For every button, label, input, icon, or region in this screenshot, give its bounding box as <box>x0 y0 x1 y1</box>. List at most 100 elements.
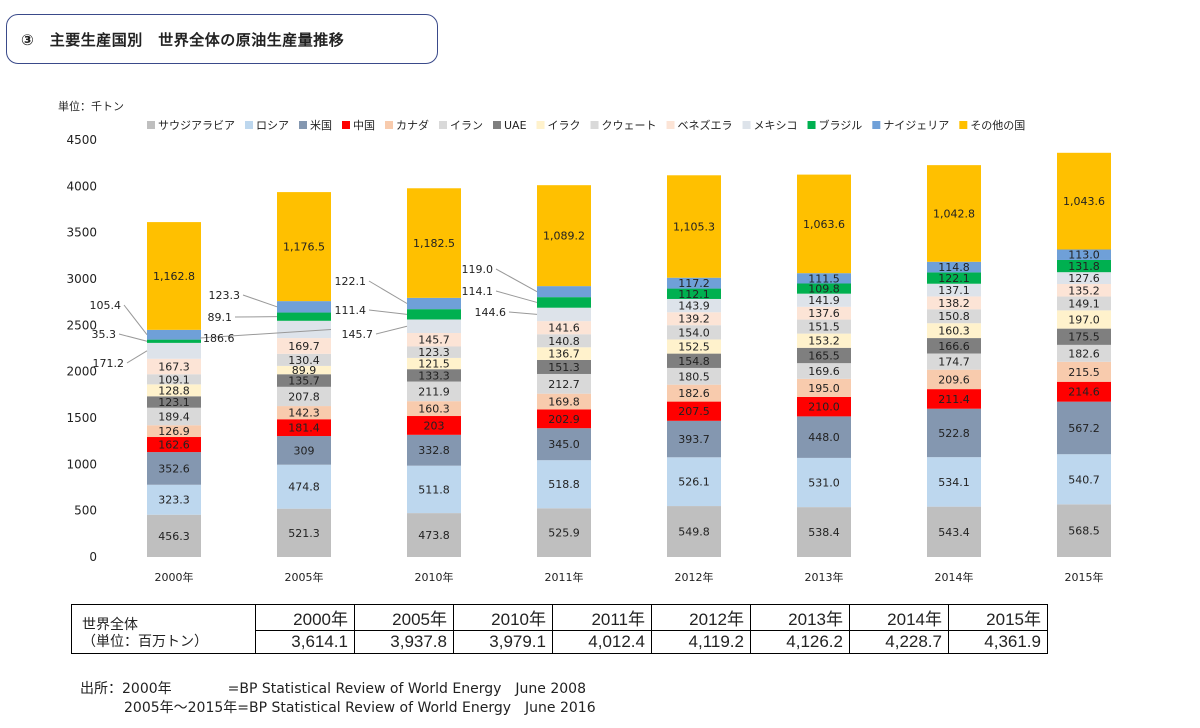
table-year-cell: 2012年 <box>651 604 751 631</box>
data-label: 114.8 <box>938 261 970 274</box>
data-label: 140.8 <box>548 335 580 348</box>
bar-segment <box>537 307 591 322</box>
leader-line <box>199 328 332 339</box>
source-note: 出所：2000年 =BP Statistical Review of World… <box>80 680 596 718</box>
data-label: 128.8 <box>158 384 190 397</box>
bar-segment <box>797 363 851 379</box>
bar-segment <box>277 353 331 366</box>
data-label: 133.3 <box>418 369 450 382</box>
bar-segment <box>797 306 851 320</box>
legend-label: その他の国 <box>970 119 1025 132</box>
y-tick-label: 2000 <box>66 365 97 379</box>
legend-swatch <box>742 121 751 129</box>
legend-swatch <box>872 121 881 129</box>
bar-segment <box>667 353 721 368</box>
data-label: 332.8 <box>418 444 450 457</box>
bar-segment <box>667 506 721 557</box>
bar-segment <box>1057 454 1111 505</box>
bar-segment <box>927 261 981 273</box>
data-label: 195.0 <box>808 382 840 395</box>
bar-segment <box>277 320 331 339</box>
table-year-cell: 2005年 <box>354 604 454 631</box>
callout-label: 89.1 <box>208 311 233 324</box>
bar-segment <box>667 339 721 354</box>
data-label: 123.1 <box>158 396 190 409</box>
data-label: 151.3 <box>548 361 580 374</box>
leader-line <box>123 304 148 336</box>
bar-segment <box>147 452 201 485</box>
leader-line <box>368 309 408 315</box>
data-label: 136.7 <box>548 348 580 361</box>
data-label: 522.8 <box>938 427 970 440</box>
bar-segment <box>277 374 331 387</box>
legend-swatch <box>342 121 350 129</box>
data-label: 111.5 <box>808 272 840 285</box>
data-label: 531.0 <box>808 477 840 490</box>
bar-segment <box>1057 296 1111 311</box>
data-label: 526.1 <box>678 476 710 489</box>
bar-segment <box>147 437 201 453</box>
bar-segment <box>407 434 461 466</box>
bar-segment <box>407 381 461 402</box>
y-tick-label: 2500 <box>66 318 97 332</box>
x-tick-label: 2000年 <box>155 570 194 584</box>
data-label: 180.5 <box>678 370 710 383</box>
bar-segment <box>407 309 461 320</box>
bar-segment <box>1057 344 1111 362</box>
legend-swatch <box>493 121 501 129</box>
data-label: 211.9 <box>418 385 450 398</box>
legend-swatch <box>439 121 447 129</box>
data-label: 207.5 <box>678 405 710 418</box>
legend-swatch <box>147 121 155 129</box>
table-total-cell: 4,126.2 <box>750 630 850 654</box>
legend-label: UAE <box>504 119 527 132</box>
data-label: 182.6 <box>678 387 710 400</box>
callout-label: 105.4 <box>90 299 122 312</box>
bar-segment <box>797 416 851 458</box>
bar-segment <box>797 457 851 508</box>
data-label: 567.2 <box>1068 422 1100 435</box>
legend-swatch <box>245 121 253 129</box>
data-label: 121.5 <box>418 358 450 371</box>
y-tick-label: 500 <box>74 504 97 518</box>
y-tick-label: 4000 <box>66 179 97 193</box>
legend-swatch <box>807 121 816 129</box>
bar-segment <box>537 393 591 410</box>
stacked-bar-chart: 単位：千トン サウジアラビア ロシア 米国 中国 カナダ イラン UAE イラク クウェート ベネ… <box>58 99 1111 584</box>
y-tick-label: 3000 <box>66 272 97 286</box>
y-tick-label: 1000 <box>66 457 97 471</box>
bar-segment <box>537 508 591 557</box>
legend-label: ブラジル <box>819 118 863 132</box>
data-label: 345.0 <box>548 438 580 451</box>
bar-segment <box>667 288 721 299</box>
bar-segment <box>537 297 591 308</box>
leader-line <box>368 280 408 304</box>
data-label: 113.0 <box>1068 249 1100 262</box>
data-label: 149.1 <box>1068 297 1100 310</box>
data-label: 212.7 <box>548 378 580 391</box>
data-label: 165.5 <box>808 349 840 362</box>
data-label: 1,063.6 <box>803 218 845 231</box>
table-total-cell: 3,937.8 <box>354 630 454 654</box>
data-label: 215.5 <box>1068 366 1100 379</box>
bar-segment <box>1057 272 1111 285</box>
leader-line <box>495 290 538 303</box>
data-label: 543.4 <box>938 526 970 539</box>
bar-segment <box>277 508 331 557</box>
bar-segment <box>537 347 591 360</box>
table-row-unit: （単位：百万トン） <box>82 634 208 650</box>
bar-segment <box>927 457 981 507</box>
bar-segment <box>537 460 591 509</box>
table-year-cell: 2010年 <box>453 604 553 631</box>
data-label: 137.6 <box>808 307 840 320</box>
bar-segment <box>147 425 201 438</box>
table-total-cell: 4,228.7 <box>849 630 949 654</box>
data-label: 166.6 <box>938 340 970 353</box>
legend-label: イラク <box>548 119 581 132</box>
data-label: 202.9 <box>548 413 580 426</box>
table-year-cell: 2011年 <box>552 604 652 631</box>
bar-segment <box>1057 249 1111 260</box>
bar-segment <box>537 359 591 374</box>
bar-segment <box>407 332 461 347</box>
bar-segment <box>147 484 201 515</box>
